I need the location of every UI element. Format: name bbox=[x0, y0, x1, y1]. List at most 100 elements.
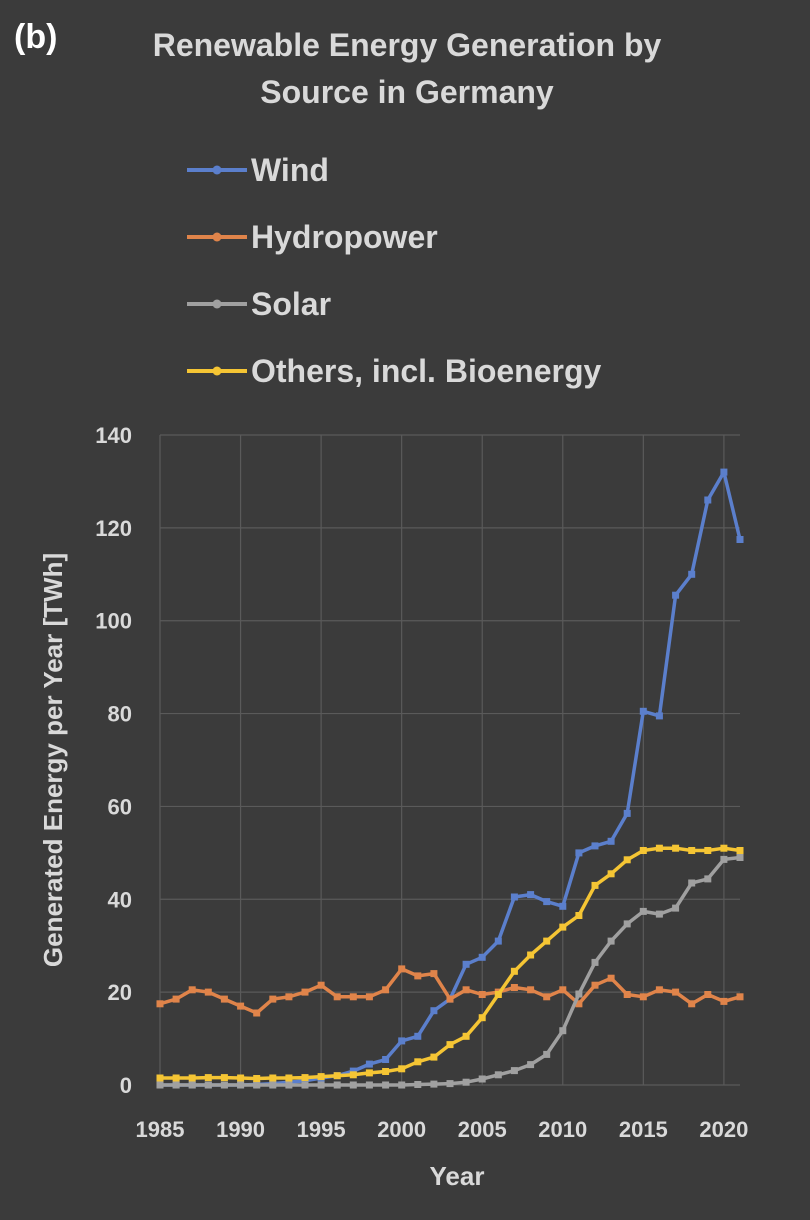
data-point-others-incl-bioenergy-2017 bbox=[672, 844, 680, 852]
data-point-hydropower-2012 bbox=[591, 981, 599, 989]
legend-label-solar: Solar bbox=[251, 286, 331, 322]
data-point-wind-2010 bbox=[559, 902, 567, 910]
data-point-solar-2005 bbox=[478, 1075, 486, 1083]
data-point-solar-1999 bbox=[382, 1081, 390, 1089]
data-point-solar-2000 bbox=[398, 1081, 406, 1089]
data-point-solar-2011 bbox=[575, 990, 583, 998]
data-point-wind-2013 bbox=[607, 837, 615, 845]
data-point-others-incl-bioenergy-1993 bbox=[285, 1074, 293, 1082]
data-point-solar-1990 bbox=[237, 1081, 245, 1089]
data-point-wind-2009 bbox=[543, 898, 551, 906]
data-point-others-incl-bioenergy-2002 bbox=[430, 1053, 438, 1061]
data-point-others-incl-bioenergy-2015 bbox=[639, 847, 647, 854]
data-point-hydropower-2004 bbox=[462, 986, 470, 994]
data-point-solar-2012 bbox=[591, 958, 599, 966]
data-point-solar-1997 bbox=[349, 1081, 357, 1089]
x-tick-label-2005: 2005 bbox=[458, 1117, 507, 1142]
data-point-others-incl-bioenergy-2003 bbox=[446, 1041, 454, 1049]
data-point-hydropower-2007 bbox=[510, 984, 518, 991]
data-point-others-incl-bioenergy-2010 bbox=[559, 923, 567, 931]
data-point-wind-2006 bbox=[494, 937, 502, 945]
data-point-wind-2019 bbox=[704, 496, 712, 504]
data-point-others-incl-bioenergy-1999 bbox=[382, 1068, 390, 1075]
legend: Wind Hydropower Solar Others, incl. Bioener… bbox=[187, 152, 602, 389]
data-point-solar-2015 bbox=[639, 907, 647, 915]
data-point-others-incl-bioenergy-1992 bbox=[269, 1074, 277, 1082]
y-tick-label-100: 100 bbox=[95, 609, 132, 634]
legend-item-others-incl-bioenergy: Others, incl. Bioenergy bbox=[187, 353, 602, 389]
data-point-hydropower-1994 bbox=[301, 988, 309, 996]
data-point-wind-2021 bbox=[736, 536, 744, 543]
data-point-hydropower-2020 bbox=[720, 997, 728, 1005]
data-point-solar-2021 bbox=[736, 854, 744, 861]
data-point-hydropower-2010 bbox=[559, 986, 567, 994]
series-wind bbox=[156, 468, 744, 1089]
x-tick-label-2010: 2010 bbox=[538, 1117, 587, 1142]
data-point-wind-2001 bbox=[414, 1032, 422, 1040]
data-point-solar-1998 bbox=[365, 1081, 373, 1089]
data-point-solar-2009 bbox=[543, 1050, 551, 1058]
legend-label-hydropower: Hydropower bbox=[251, 219, 438, 255]
x-tick-label-1985: 1985 bbox=[136, 1117, 185, 1142]
data-point-solar-1996 bbox=[333, 1081, 341, 1089]
data-point-wind-2011 bbox=[575, 849, 583, 857]
data-point-others-incl-bioenergy-2014 bbox=[623, 856, 631, 864]
legend-marker-hydropower bbox=[212, 232, 222, 242]
series-line-hydropower bbox=[159, 967, 741, 1015]
data-point-solar-2008 bbox=[527, 1061, 535, 1069]
data-point-hydropower-2015 bbox=[639, 993, 647, 1001]
data-point-solar-1993 bbox=[285, 1081, 293, 1089]
y-axis-ticks: 0 20 40 60 80 100 120 140 bbox=[95, 423, 132, 1098]
y-axis-title: Generated Energy per Year [TWh] bbox=[38, 553, 68, 967]
legend-marker-wind bbox=[212, 165, 222, 175]
data-point-solar-1986 bbox=[172, 1081, 180, 1089]
data-point-others-incl-bioenergy-2018 bbox=[688, 847, 696, 854]
x-tick-label-1990: 1990 bbox=[216, 1117, 265, 1142]
data-point-wind-2018 bbox=[688, 570, 696, 578]
data-point-hydropower-2018 bbox=[688, 1000, 696, 1008]
data-point-wind-2020 bbox=[720, 468, 728, 476]
data-point-solar-1991 bbox=[253, 1081, 261, 1089]
x-axis-title: Year bbox=[430, 1161, 485, 1191]
data-point-hydropower-1998 bbox=[365, 993, 373, 1001]
data-point-others-incl-bioenergy-2011 bbox=[575, 912, 583, 919]
data-point-others-incl-bioenergy-1991 bbox=[253, 1075, 261, 1082]
legend-item-wind: Wind bbox=[187, 152, 329, 188]
data-point-solar-2002 bbox=[430, 1080, 438, 1088]
x-tick-label-2020: 2020 bbox=[699, 1117, 748, 1142]
data-point-hydropower-2016 bbox=[655, 986, 663, 994]
y-tick-label-80: 80 bbox=[108, 702, 132, 727]
data-point-hydropower-2000 bbox=[398, 965, 406, 973]
data-point-hydropower-2001 bbox=[414, 972, 422, 980]
data-point-others-incl-bioenergy-1996 bbox=[333, 1072, 341, 1080]
data-point-solar-2020 bbox=[720, 855, 728, 863]
data-point-others-incl-bioenergy-1987 bbox=[188, 1074, 196, 1082]
x-axis-ticks: 1985 1990 1995 2000 2005 2010 2015 2020 bbox=[136, 1117, 749, 1142]
data-point-others-incl-bioenergy-1985 bbox=[156, 1074, 164, 1082]
data-point-others-incl-bioenergy-1988 bbox=[204, 1074, 212, 1082]
data-point-solar-1985 bbox=[156, 1081, 164, 1089]
data-point-others-incl-bioenergy-2007 bbox=[510, 967, 518, 975]
data-point-wind-2016 bbox=[655, 712, 663, 720]
data-point-others-incl-bioenergy-2004 bbox=[462, 1032, 470, 1040]
data-point-solar-2004 bbox=[462, 1078, 470, 1086]
data-point-others-incl-bioenergy-2016 bbox=[655, 844, 663, 852]
data-point-hydropower-2017 bbox=[672, 988, 680, 996]
data-point-hydropower-1996 bbox=[333, 993, 341, 1001]
data-point-wind-2000 bbox=[398, 1037, 406, 1045]
data-point-wind-2007 bbox=[510, 893, 518, 901]
data-point-hydropower-1991 bbox=[253, 1009, 261, 1017]
data-point-others-incl-bioenergy-1986 bbox=[172, 1074, 180, 1082]
data-point-hydropower-1992 bbox=[269, 995, 277, 1003]
data-point-solar-2017 bbox=[672, 904, 680, 912]
data-point-wind-1997 bbox=[349, 1067, 357, 1075]
data-point-hydropower-2005 bbox=[478, 991, 486, 998]
data-point-solar-2019 bbox=[704, 875, 712, 883]
data-point-hydropower-1995 bbox=[317, 981, 325, 989]
y-tick-label-0: 0 bbox=[120, 1073, 132, 1098]
data-point-others-incl-bioenergy-2005 bbox=[478, 1014, 486, 1022]
y-tick-label-20: 20 bbox=[108, 980, 132, 1005]
series-others-incl-bioenergy bbox=[156, 844, 744, 1082]
data-point-hydropower-2009 bbox=[543, 993, 551, 1001]
data-point-hydropower-1999 bbox=[382, 986, 390, 994]
